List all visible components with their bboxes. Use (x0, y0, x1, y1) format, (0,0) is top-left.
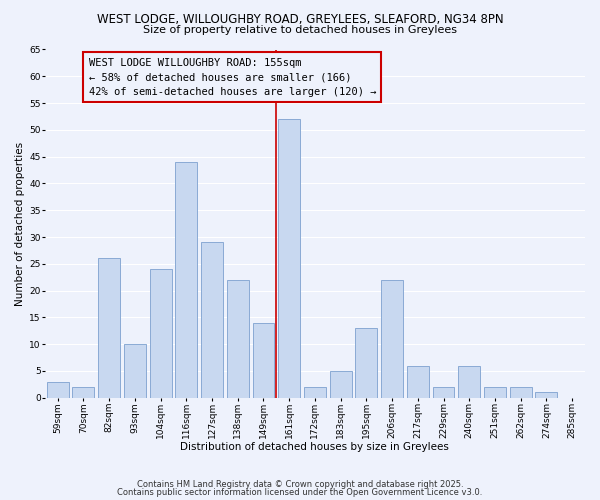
Bar (330, 371, 352, 398)
Y-axis label: Number of detached properties: Number of detached properties (15, 142, 25, 306)
Bar (484, 387, 506, 398)
Bar (124, 344, 146, 398)
Bar (458, 366, 480, 398)
Bar (149, 269, 172, 398)
Bar (175, 162, 197, 398)
X-axis label: Distribution of detached houses by size in Greylees: Distribution of detached houses by size … (181, 442, 449, 452)
Bar (201, 242, 223, 398)
Text: Contains public sector information licensed under the Open Government Licence v3: Contains public sector information licen… (118, 488, 482, 497)
Bar (433, 387, 454, 398)
Bar (381, 280, 403, 398)
Bar (535, 392, 557, 398)
Bar (355, 328, 377, 398)
Bar (510, 387, 532, 398)
Bar (98, 258, 120, 398)
Bar (278, 119, 300, 398)
Bar (253, 323, 274, 398)
Text: Contains HM Land Registry data © Crown copyright and database right 2025.: Contains HM Land Registry data © Crown c… (137, 480, 463, 489)
Bar (47, 382, 68, 398)
Bar (73, 387, 94, 398)
Bar (407, 366, 429, 398)
Text: Size of property relative to detached houses in Greylees: Size of property relative to detached ho… (143, 25, 457, 35)
Text: WEST LODGE WILLOUGHBY ROAD: 155sqm
← 58% of detached houses are smaller (166)
42: WEST LODGE WILLOUGHBY ROAD: 155sqm ← 58%… (89, 58, 376, 97)
Bar (227, 280, 248, 398)
Bar (304, 387, 326, 398)
Text: WEST LODGE, WILLOUGHBY ROAD, GREYLEES, SLEAFORD, NG34 8PN: WEST LODGE, WILLOUGHBY ROAD, GREYLEES, S… (97, 12, 503, 26)
